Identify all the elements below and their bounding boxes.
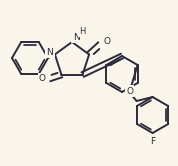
Text: H: H (79, 27, 85, 36)
Text: O: O (104, 37, 111, 46)
Text: N: N (46, 48, 53, 57)
Text: F: F (150, 136, 155, 146)
Text: N: N (73, 33, 79, 42)
Text: O: O (39, 74, 46, 83)
Text: O: O (126, 86, 133, 95)
